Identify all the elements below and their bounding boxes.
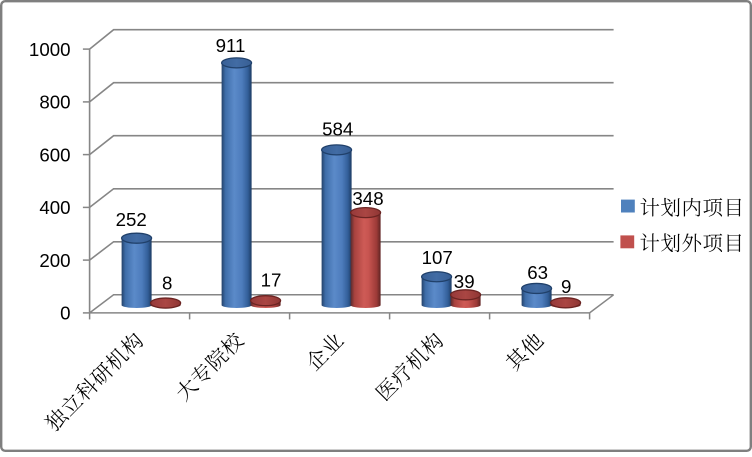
svg-text:584: 584 [322, 118, 353, 139]
svg-text:348: 348 [352, 188, 383, 209]
svg-text:9: 9 [561, 276, 571, 297]
svg-text:600: 600 [39, 144, 70, 165]
svg-text:计划内项目: 计划内项目 [640, 191, 745, 221]
svg-text:63: 63 [527, 262, 548, 283]
svg-text:1000: 1000 [29, 39, 71, 60]
svg-text:200: 200 [39, 250, 70, 271]
svg-text:911: 911 [216, 35, 246, 56]
svg-text:252: 252 [116, 209, 147, 230]
svg-text:400: 400 [39, 197, 70, 218]
svg-text:8: 8 [162, 273, 172, 294]
svg-text:39: 39 [454, 271, 475, 292]
svg-text:107: 107 [422, 247, 453, 268]
svg-text:17: 17 [261, 269, 282, 290]
svg-text:800: 800 [39, 92, 70, 113]
svg-text:0: 0 [60, 303, 70, 324]
svg-text:计划外项目: 计划外项目 [640, 227, 745, 257]
